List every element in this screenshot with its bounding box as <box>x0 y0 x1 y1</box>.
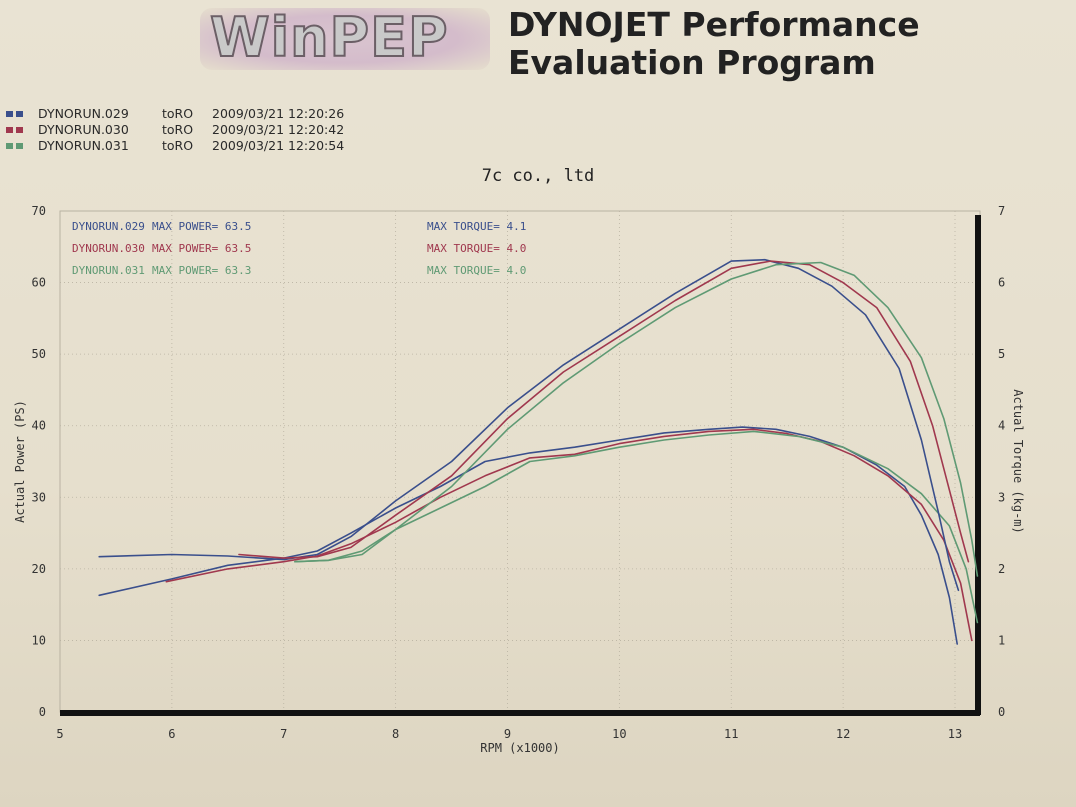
y-tick-label: 0 <box>39 705 46 719</box>
y2-tick-label: 3 <box>998 490 1005 504</box>
series-line-power <box>166 429 972 640</box>
x-axis-label: RPM (x1000) <box>480 741 559 755</box>
annotation-max-torque: MAX TORQUE= 4.0 <box>427 242 526 255</box>
annotation-run-name: DYNORUN.029 <box>72 220 145 233</box>
y2-tick-label: 7 <box>998 204 1005 218</box>
annotation-max-power: MAX POWER= 63.5 <box>152 242 251 255</box>
y-tick-label: 50 <box>32 347 46 361</box>
y-tick-label: 30 <box>32 490 46 504</box>
y-tick-label: 10 <box>32 633 46 647</box>
y2-tick-label: 0 <box>998 705 1005 719</box>
y-tick-label: 40 <box>32 419 46 433</box>
x-tick-label: 8 <box>392 727 399 741</box>
annotation-run-name: DYNORUN.030 <box>72 242 145 255</box>
series-line-power <box>295 431 978 622</box>
annotation-max-power: MAX POWER= 63.5 <box>152 220 251 233</box>
annotation-max-torque: MAX TORQUE= 4.0 <box>427 264 526 277</box>
annotation-run-name: DYNORUN.031 <box>72 264 145 277</box>
y-tick-label: 60 <box>32 276 46 290</box>
y2-tick-label: 1 <box>998 633 1005 647</box>
y-axis-label: Actual Power (PS) <box>13 400 27 523</box>
y2-tick-label: 6 <box>998 276 1005 290</box>
x-tick-label: 13 <box>948 727 962 741</box>
y-tick-label: 20 <box>32 562 46 576</box>
x-tick-label: 9 <box>504 727 511 741</box>
x-tick-label: 6 <box>168 727 175 741</box>
y-tick-label: 70 <box>32 204 46 218</box>
y2-tick-label: 4 <box>998 419 1005 433</box>
series-line-power <box>99 427 957 644</box>
x-tick-label: 12 <box>836 727 850 741</box>
x-tick-label: 11 <box>724 727 738 741</box>
series-line-torque <box>239 261 968 562</box>
y2-axis-label: Actual Torque (kg-m) <box>1011 389 1025 534</box>
annotation-max-torque: MAX TORQUE= 4.1 <box>427 220 526 233</box>
series-line-torque <box>295 263 978 577</box>
y2-tick-label: 5 <box>998 347 1005 361</box>
x-tick-label: 10 <box>612 727 626 741</box>
y2-tick-label: 2 <box>998 562 1005 576</box>
series-line-torque <box>99 260 958 591</box>
x-tick-label: 5 <box>56 727 63 741</box>
annotation-max-power: MAX POWER= 63.3 <box>152 264 251 277</box>
x-tick-label: 7 <box>280 727 287 741</box>
